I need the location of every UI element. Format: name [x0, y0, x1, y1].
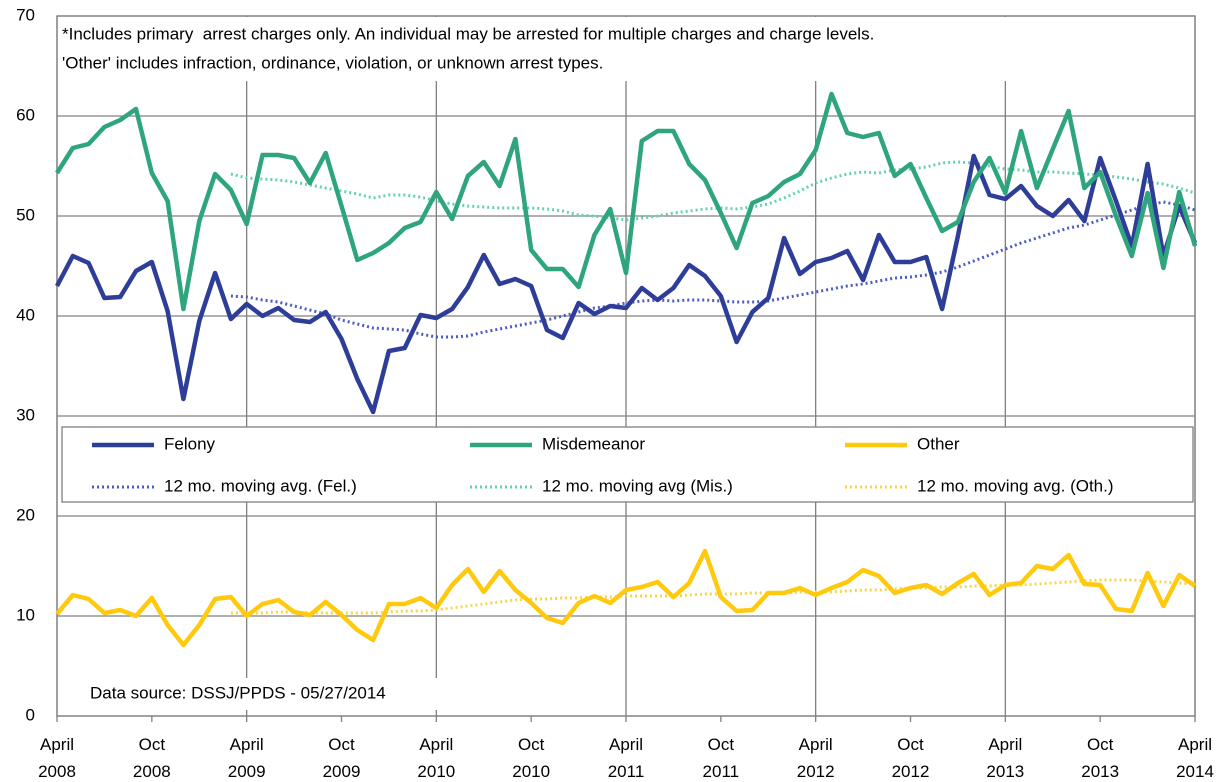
x-tick-label: April 2012 [797, 735, 835, 781]
x-tick-label-line: Oct [708, 735, 735, 754]
x-tick-label: April 2011 [608, 735, 645, 781]
x-tick-label-line: 2010 [417, 762, 455, 781]
y-tick-label: 40 [16, 305, 35, 324]
x-tick-label: Oct 2013 [1081, 735, 1119, 781]
x-tick-label-line: 2009 [228, 762, 266, 781]
y-tick-label: 70 [16, 5, 35, 24]
y-tick-label: 50 [16, 205, 35, 224]
x-tick-label: April 2013 [986, 735, 1024, 781]
x-tick-label: April 2010 [417, 735, 455, 781]
legend: Felony Misdemeanor Other 12 mo. moving avg.… [61, 426, 1194, 503]
x-tick-label-line: April [1178, 735, 1212, 754]
x-tick-label-line: Oct [328, 735, 355, 754]
y-tick-label: 20 [16, 505, 35, 524]
x-tick-label-line: April [419, 735, 453, 754]
y-tick-label: 0 [26, 705, 35, 724]
x-tick-label-line: 2014 [1176, 762, 1214, 781]
x-tick-label-line: 2012 [797, 762, 835, 781]
x-tick-label: April 2009 [228, 735, 266, 781]
x-tick-label-line: 2009 [323, 762, 361, 781]
x-tick-label-line: Oct [897, 735, 924, 754]
source-note: Data source: DSSJ/PPDS - 05/27/2014 [90, 683, 386, 702]
x-tick-label-line: 2008 [133, 762, 171, 781]
x-tick-label-line: 2013 [1081, 762, 1119, 781]
x-tick-label-line: April [988, 735, 1022, 754]
x-tick-label-line: 2010 [512, 762, 550, 781]
moving-average-line [230, 200, 1196, 339]
x-tick-label-line: April [609, 735, 643, 754]
plot-border [56, 15, 1196, 717]
x-tick-label-line: 2011 [703, 762, 740, 781]
legend-label: Felony [164, 434, 216, 453]
x-tick-label: Oct 2010 [512, 735, 550, 781]
legend-label: 12 mo. moving avg. (Oth.) [917, 476, 1114, 495]
data-line [55, 548, 1197, 648]
data-line [55, 91, 1198, 312]
note: 'Other' includes infraction, ordinance, … [62, 53, 603, 72]
x-tick-label: April 2014 [1176, 735, 1214, 781]
source-box [80, 678, 450, 710]
x-tick-label-line: 2013 [986, 762, 1024, 781]
note-box [58, 17, 1118, 81]
legend-label: 12 mo. moving avg. (Fel.) [164, 476, 357, 495]
x-tick-label: Oct 2011 [703, 735, 740, 781]
legend-label: Misdemeanor [542, 434, 645, 453]
x-tick-label-line: 2008 [38, 762, 76, 781]
x-tick-label-line: April [799, 735, 833, 754]
x-tick-label: Oct 2009 [323, 735, 361, 781]
x-tick-label-line: April [230, 735, 264, 754]
legend-label: Other [917, 434, 960, 453]
x-tick-label-line: 2011 [608, 762, 645, 781]
x-tick-label: Oct 2012 [892, 735, 930, 781]
x-tick-label-line: Oct [1087, 735, 1114, 754]
legend-label: 12 mo. moving avg (Mis.) [542, 476, 733, 495]
x-tick-label-line: Oct [139, 735, 166, 754]
x-tick-label: Oct 2008 [133, 735, 171, 781]
x-tick-label: April 2008 [38, 735, 76, 781]
note: *Includes primary arrest charges only. A… [62, 24, 874, 43]
moving-average-line [230, 578, 1196, 615]
y-tick-label: 10 [16, 605, 35, 624]
legend-box [61, 426, 1194, 503]
y-tick-label: 30 [16, 405, 35, 424]
x-tick-label-line: Oct [518, 735, 545, 754]
data-line [55, 153, 1198, 415]
y-tick-label: 60 [16, 105, 35, 124]
x-tick-label-line: April [40, 735, 74, 754]
x-tick-label-line: 2012 [892, 762, 930, 781]
